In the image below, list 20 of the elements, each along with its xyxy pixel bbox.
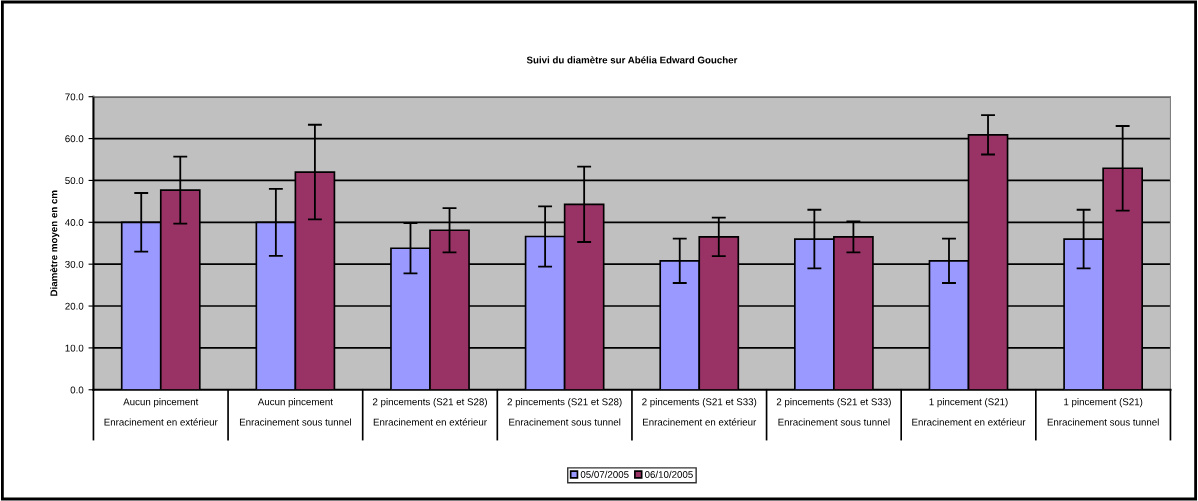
x-tick-label: Aucun pincement Enracinement en extérieur — [104, 398, 218, 426]
y-tick-label: 20.0 — [65, 302, 84, 310]
chart-title: Suivi du diamètre sur Abélia Edward Goucher — [526, 56, 738, 64]
legend-label: 05/07/2005 — [580, 470, 629, 478]
y-tick-label: 40.0 — [65, 219, 84, 226]
x-tick-label: 1 pincement (S21) Enracinement en extérieur — [912, 398, 1026, 426]
y-tick-label: 10.0 — [65, 344, 84, 352]
y-axis-title: Diamètre moyen en cm — [50, 190, 60, 296]
x-tick-label: 1 pincement (S21) Enracinement sous tunnel — [1047, 398, 1159, 426]
legend-label: 06/10/2005 — [644, 470, 693, 478]
x-tick-label: 2 pincements (S21 et S28) Enracinement en extérieur — [372, 398, 487, 426]
x-tick-label: 2 pincements (S21 et S28) Enracinement sous tunnel — [507, 398, 622, 426]
x-tick-label: 2 pincements (S21 et S33) Enracinement sous tunnel — [776, 398, 891, 426]
x-tick-label: 2 pincements (S21 et S33) Enracinement en extérieur — [642, 398, 757, 426]
x-tick-label: Aucun pincement Enracinement sous tunnel — [239, 398, 351, 426]
y-tick-label: 60.0 — [65, 135, 84, 143]
y-tick-label: 30.0 — [65, 260, 84, 268]
y-tick-label: 0.0 — [70, 386, 84, 394]
y-tick-label: 50.0 — [65, 177, 84, 185]
y-tick-label: 70.0 — [65, 93, 84, 101]
